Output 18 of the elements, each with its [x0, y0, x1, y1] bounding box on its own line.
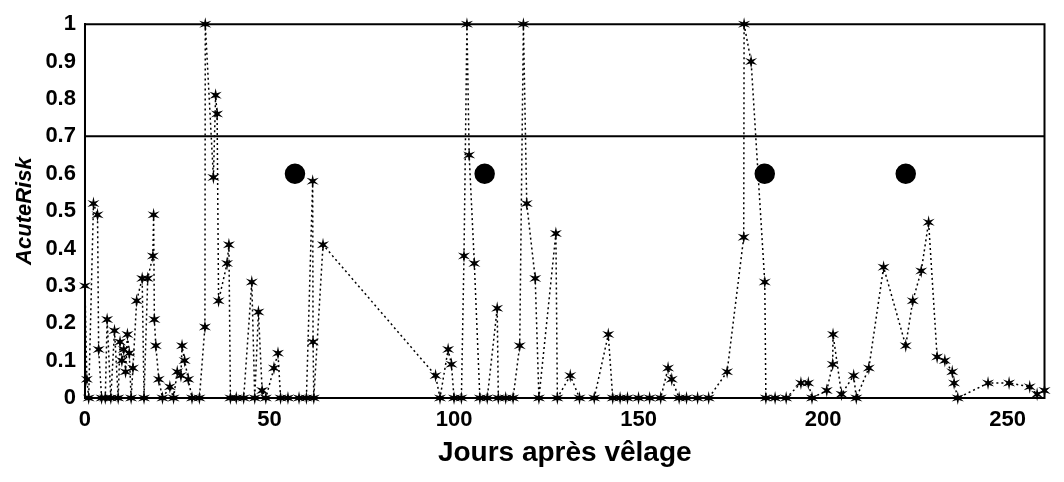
- y-tick-label: 0.5: [45, 197, 76, 223]
- y-axis-title: AcuteRisk: [11, 155, 37, 266]
- y-tick-label: 0.9: [45, 47, 76, 73]
- y-tick-label: 0.1: [45, 346, 76, 372]
- x-tick-label: 100: [435, 406, 473, 432]
- y-tick-label: 0.4: [45, 234, 77, 260]
- x-tick-label: 200: [804, 406, 842, 432]
- y-tick-label: 0.6: [45, 159, 76, 185]
- y-tick-label: 0.2: [45, 309, 76, 335]
- y-tick-label: 0: [63, 384, 76, 410]
- y-tick-label: 0.8: [45, 85, 76, 111]
- y-tick-label: 0.7: [45, 122, 76, 148]
- x-tick-label: 250: [989, 406, 1026, 432]
- x-tick-label: 150: [620, 406, 657, 432]
- x-tick-label: 50: [257, 406, 282, 432]
- y-tick-label: 1: [63, 10, 76, 36]
- y-tick-label: 0.3: [45, 271, 76, 297]
- x-axis-title: Jours après vêlage: [437, 435, 692, 467]
